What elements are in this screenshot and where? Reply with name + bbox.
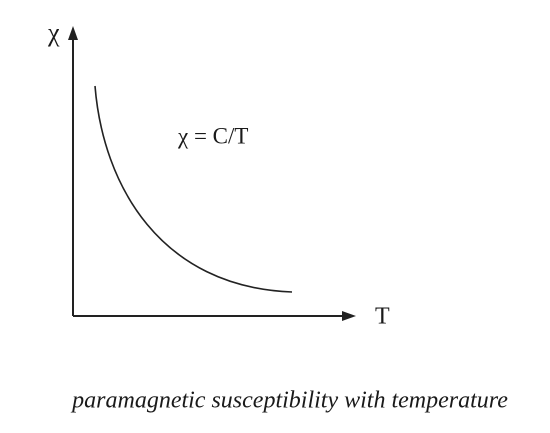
x-axis-label: T	[375, 304, 390, 330]
y-axis-label: χ	[47, 18, 60, 47]
equation: χ = C/T	[177, 123, 248, 148]
caption: paramagnetic susceptibility with tempera…	[70, 388, 508, 414]
y-axis-arrow	[68, 26, 78, 40]
x-axis-arrow	[342, 311, 356, 321]
curve	[94, 85, 293, 293]
